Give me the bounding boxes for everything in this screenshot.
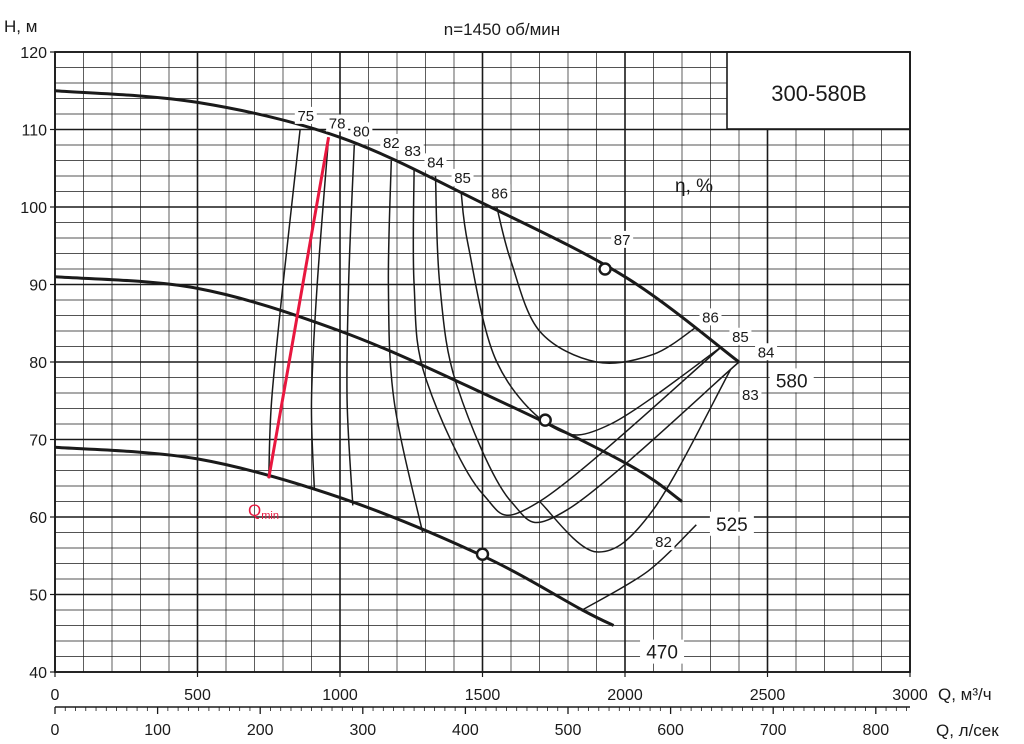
efficiency-label-bg: [424, 153, 447, 171]
efficiency-label-bg: [451, 168, 474, 186]
efficiency-label-bg: [488, 184, 511, 202]
y-tick-label: 60: [29, 510, 47, 527]
x2-tick-label: 500: [555, 722, 582, 739]
efficiency-label-bg: [739, 385, 762, 403]
efficiency-label-bg: [326, 114, 349, 132]
efficiency-value-label: 83: [404, 143, 421, 160]
efficiency-label-bg: [611, 230, 634, 248]
efficiency-value-label: 75: [297, 108, 314, 125]
efficiency-curve-85: [460, 191, 723, 436]
efficiency-label-bg: [401, 141, 424, 159]
impeller-label-bg: [640, 639, 685, 664]
efficiency-value-label: 86: [491, 185, 508, 202]
x2-tick-label: 0: [51, 722, 60, 739]
y-tick-label: 40: [29, 665, 47, 682]
efficiency-label-bg: [755, 343, 778, 361]
bep-marker: [475, 547, 490, 561]
impeller-diameter-label: 525: [716, 515, 748, 536]
efficiency-value-label: 86: [702, 309, 719, 326]
y-tick-label: 80: [29, 355, 47, 372]
efficiency-label: η, %: [675, 176, 713, 197]
efficiency-label-bg: [350, 122, 373, 140]
efficiency-value-label: 84: [427, 154, 444, 171]
efficiency-value-label: 82: [383, 135, 400, 152]
x2-tick-label: 400: [452, 722, 479, 739]
x2-tick-label: 100: [144, 722, 171, 739]
qmin-line: [267, 136, 331, 479]
head-curve-525: [54, 275, 683, 503]
efficiency-value-label: 85: [454, 170, 471, 187]
efficiency-curve-86: [496, 206, 697, 365]
x-tick-label: 2000: [607, 687, 643, 704]
qmin-label: Qmin: [248, 501, 279, 522]
head-curve-580: [54, 89, 740, 364]
efficiency-label-bg: [652, 533, 675, 551]
x-tick-label: 0: [51, 687, 60, 704]
efficiency-curve-78: [310, 137, 330, 490]
efficiency-value-label: 85: [732, 329, 749, 346]
model-label: 300-580В: [771, 81, 866, 106]
impeller-diameter-label: 470: [646, 643, 678, 664]
x-tick-label: 3000: [892, 687, 928, 704]
efficiency-curve-84: [434, 175, 740, 524]
x2-tick-label: 600: [657, 722, 684, 739]
x-tick-label: 2500: [750, 687, 786, 704]
y-tick-label: 50: [29, 588, 47, 605]
efficiency-curve-83: [412, 168, 723, 517]
x2-axis-label: Q, л/сек: [936, 721, 999, 740]
model-box: [726, 51, 911, 130]
efficiency-curve-82: [387, 160, 424, 533]
efficiency-value-label: 80: [353, 123, 370, 140]
efficiency-curve-80: [346, 144, 356, 506]
efficiency-curve-83: [538, 369, 732, 553]
head-curve-470: [54, 445, 615, 627]
x-tick-label: 1000: [322, 687, 358, 704]
y-tick-label: 120: [20, 45, 47, 62]
efficiency-curve-75: [268, 129, 301, 479]
bep-marker: [538, 413, 552, 427]
efficiency-label-bg: [729, 327, 752, 345]
efficiency-value-label: 78: [329, 116, 346, 133]
efficiency-value-label: 84: [758, 344, 775, 361]
efficiency-value-label: 82: [655, 534, 672, 551]
grid: [54, 51, 911, 673]
x2-tick-label: 800: [862, 722, 889, 739]
x-tick-label: 1500: [465, 687, 501, 704]
efficiency-value-label: 83: [742, 387, 759, 404]
y-tick-label: 110: [21, 123, 47, 140]
efficiency-value-label: 87: [614, 232, 631, 249]
chart-title: n=1450 об/мин: [444, 20, 560, 39]
y-tick-label: 90: [29, 278, 47, 295]
curves: [54, 89, 740, 627]
efficiency-label-bg: [699, 308, 722, 326]
x2-tick-label: 200: [247, 722, 274, 739]
impeller-label-bg: [769, 368, 814, 393]
y-tick-label: 70: [29, 433, 47, 450]
x-axis-label: Q, м³/ч: [938, 685, 992, 704]
x2-tick-label: 300: [349, 722, 376, 739]
efficiency-curve-82: [581, 524, 697, 611]
impeller-label-bg: [709, 511, 754, 536]
y-axis-label: H, м: [4, 17, 37, 36]
efficiency-label-bg: [380, 134, 403, 151]
x2-tick-label: 700: [760, 722, 787, 739]
qmin-sub: min: [261, 510, 279, 522]
x-tick-label: 500: [184, 687, 211, 704]
impeller-diameter-label: 580: [776, 371, 808, 392]
qmin-main: Q: [248, 501, 261, 520]
bep-marker: [598, 262, 612, 276]
y-tick-label: 100: [20, 200, 47, 217]
efficiency-label-bg: [294, 106, 317, 124]
